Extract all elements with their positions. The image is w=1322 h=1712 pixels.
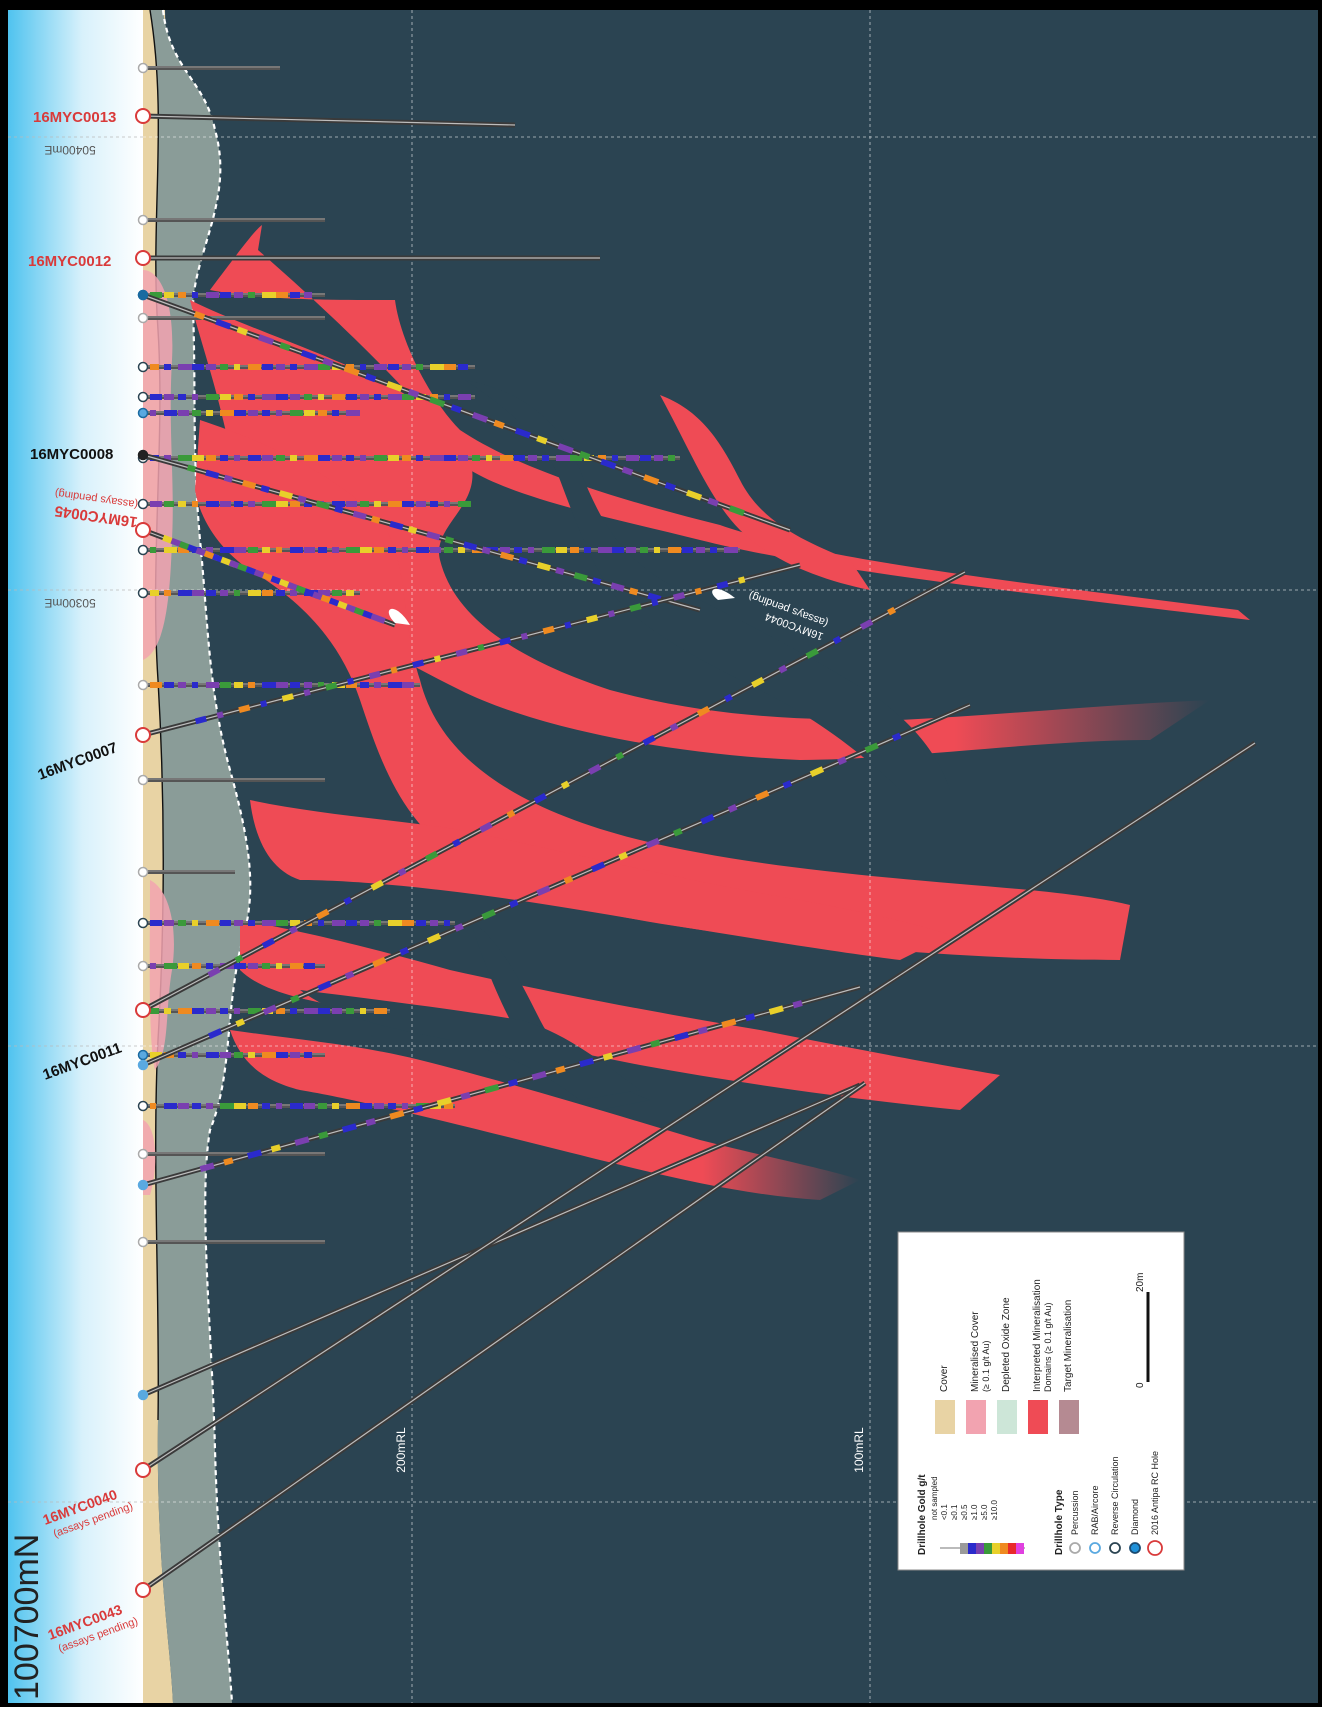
- legend-zone-label: Target Mineralisation: [1063, 1300, 1074, 1392]
- legend-type-item: 2016 Antipa RC Hole: [1150, 1451, 1160, 1535]
- scale-zero: 0: [1135, 1382, 1146, 1388]
- legend-type-item: Diamond: [1130, 1499, 1140, 1535]
- legend-gold-items: not sampled <0.1 ≥0.1 ≥0.5 ≥1.0 ≥5.0 ≥10.0: [930, 1476, 1025, 1554]
- legend-gold-item: <0.1: [940, 1504, 949, 1520]
- legend-type-items: Percussion RAB/Aircore Reverse Circulation…: [1069, 1451, 1163, 1556]
- legend-zone-sub: Domains (≥ 0.1 g/t Au): [1043, 1303, 1053, 1392]
- legend-type-item: RAB/Aircore: [1090, 1485, 1100, 1535]
- legend-type-item: Reverse Circulation: [1110, 1456, 1120, 1535]
- depleted-oxide-zone: [150, 10, 251, 1703]
- sky-band: [8, 10, 143, 1703]
- mineralised-cover-lower: [143, 1120, 156, 1195]
- legend-zone-label: Depleted Oxide Zone: [1001, 1297, 1012, 1392]
- legend-gold-item: ≥0.5: [960, 1504, 969, 1520]
- domain-gap-1: [465, 380, 950, 790]
- inclined-drillholes: [135, 108, 1257, 1598]
- domain-main: [190, 300, 1210, 760]
- domain-lower-2: [240, 920, 1000, 1110]
- legend-gold-item: ≥0.1: [950, 1504, 959, 1520]
- domain-lower-3: [230, 1030, 860, 1200]
- base-of-oxidation-line: [161, 9, 252, 1704]
- grid-label-50400mE: 50400mE: [44, 143, 95, 157]
- legend-zone-items: Cover Mineralised Cover (≥ 0.1 g/t Au) Depl…: [935, 1279, 1079, 1434]
- domain-middle: [195, 420, 1130, 960]
- short-drillholes: [137, 62, 740, 1248]
- legend-zone-sub: (≥ 0.1 g/t Au): [981, 1341, 991, 1392]
- grid-label-50300mE: 50300mE: [44, 596, 95, 610]
- pending-marker-16MYC0044: [712, 588, 735, 600]
- grid-label-200mRL: 200mRL: [394, 1427, 408, 1473]
- domain-lower-1: [250, 800, 950, 960]
- legend-zone-label: Interpreted Mineralisation: [1032, 1279, 1043, 1392]
- base-of-cover-line: [149, 9, 164, 1421]
- legend-zone-label: Cover: [939, 1365, 950, 1392]
- legend-gold-title: Drillhole Gold g/t: [917, 1474, 928, 1555]
- legend-zone-label: Mineralised Cover: [970, 1311, 981, 1392]
- legend: Drillhole Gold g/t not sampled <0.1 ≥0.1 ≥0…: [897, 1231, 1185, 1571]
- hole-label-16MYC0013: 16MYC0013: [33, 109, 116, 126]
- pending-marker-16MYC0045: [388, 608, 410, 625]
- domain-upper: [210, 225, 1250, 620]
- legend-type-item: Percussion: [1070, 1490, 1080, 1535]
- legend-gold-item: ≥5.0: [980, 1504, 989, 1520]
- scale-label: 20m: [1135, 1273, 1146, 1292]
- legend-type-title: Drillhole Type: [1054, 1489, 1065, 1555]
- grid-label-100mRL: 100mRL: [852, 1427, 866, 1473]
- hole-label-16MYC0008: 16MYC0008: [30, 446, 113, 463]
- legend-gold-item: ≥10.0: [990, 1499, 999, 1520]
- legend-gold-item: not sampled: [930, 1476, 939, 1520]
- mineralised-cover-mid: [149, 880, 174, 1070]
- legend-gold-item: ≥1.0: [970, 1504, 979, 1520]
- section-title: 100700mN: [8, 1534, 46, 1700]
- domain-east-limb: [660, 395, 870, 590]
- hole-label-16MYC0012: 16MYC0012: [28, 253, 111, 270]
